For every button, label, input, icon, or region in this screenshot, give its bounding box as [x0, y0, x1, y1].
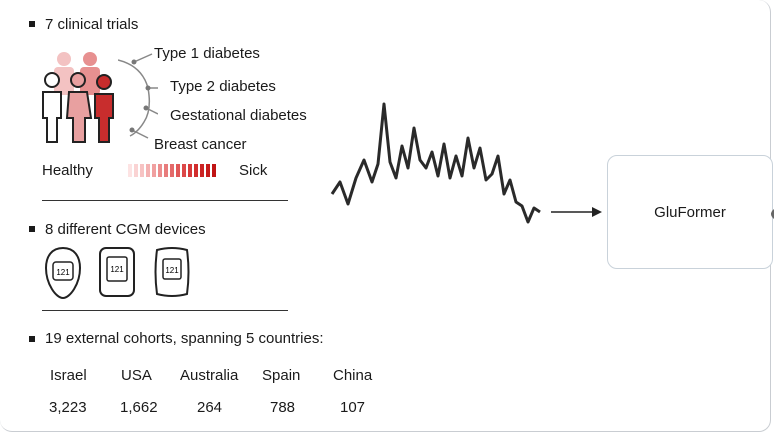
condition-label: Type 1 diabetes [154, 45, 260, 62]
cohort-count: 107 [340, 399, 366, 416]
health-gradient [128, 164, 216, 177]
bullet-cohorts [29, 336, 35, 342]
glucose-trace [330, 102, 541, 224]
condition-label: Gestational diabetes [170, 107, 307, 124]
cohort-count: 1,662 [120, 399, 158, 416]
cgm-device-icon: 121 [99, 247, 135, 297]
cohort-count: 3,223 [49, 399, 87, 416]
model-label: GluFormer [654, 204, 726, 221]
conditions-connector [118, 53, 158, 139]
arrow-right-icon [551, 207, 602, 217]
cgm-device-icon: 121 [154, 247, 190, 297]
country-label: USA [121, 367, 152, 384]
connector-nub [771, 209, 774, 219]
svg-text:121: 121 [110, 265, 124, 274]
healthy-label: Healthy [42, 162, 93, 179]
country-label: Israel [50, 367, 87, 384]
condition-label: Type 2 diabetes [170, 78, 276, 95]
bullet-devices [29, 226, 35, 232]
divider [42, 310, 288, 311]
cohort-count: 264 [197, 399, 223, 416]
country-label: Australia [180, 367, 239, 384]
devices-title: 8 different CGM devices [45, 221, 206, 238]
country-label: China [333, 367, 373, 384]
svg-text:121: 121 [165, 266, 179, 275]
cohorts-title: 19 external cohorts, spanning 5 countrie… [45, 330, 324, 347]
people-icon [42, 52, 114, 143]
sick-label: Sick [239, 162, 268, 179]
bullet-trials [29, 21, 35, 27]
svg-text:121: 121 [56, 268, 70, 277]
country-label: Spain [262, 367, 301, 384]
cohort-count: 788 [270, 399, 296, 416]
divider [42, 200, 288, 201]
trials-title: 7 clinical trials [45, 16, 139, 33]
condition-label: Breast cancer [154, 136, 247, 153]
model-box: GluFormer [607, 155, 773, 269]
cgm-device-icon: 121 [44, 246, 82, 300]
